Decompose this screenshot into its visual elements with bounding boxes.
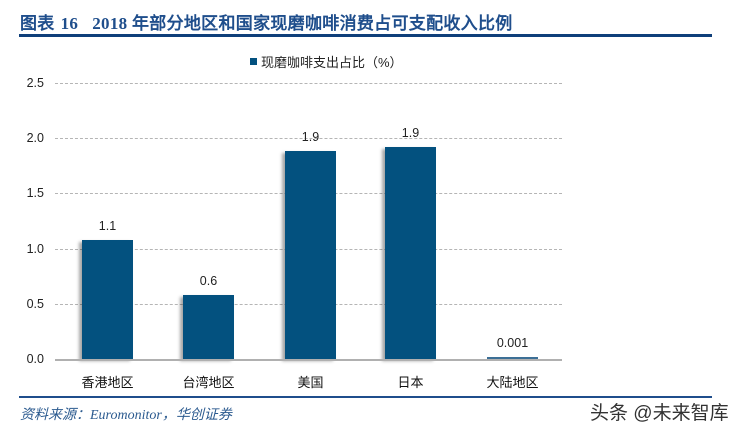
x-axis-line <box>55 359 562 361</box>
title-divider <box>19 34 712 37</box>
bar <box>487 357 538 359</box>
gridline <box>55 138 562 139</box>
x-category-label: 大陆地区 <box>486 375 539 390</box>
x-category-label: 美国 <box>297 375 324 390</box>
bar-value-label: 0.001 <box>496 336 529 350</box>
chart-legend: 现磨咖啡支出占比（%） <box>250 52 403 71</box>
legend-label: 现磨咖啡支出占比（%） <box>261 55 403 70</box>
y-tick-label: 1.0 <box>26 241 44 256</box>
y-tick-label: 2.0 <box>26 131 44 146</box>
x-category-label: 香港地区 <box>81 375 134 390</box>
y-tick-label: 0.0 <box>26 352 44 366</box>
source-note: 资料来源：Euromonitor，华创证券 <box>20 408 232 423</box>
bar-value-label: 0.6 <box>199 273 218 288</box>
x-category-label: 日本 <box>397 375 424 390</box>
bar <box>385 147 436 359</box>
bar <box>82 239 133 359</box>
bar-value-label: 1.1 <box>98 218 117 233</box>
y-tick-label: 1.5 <box>26 186 44 201</box>
bar-value-label: 1.9 <box>401 126 420 141</box>
footer-divider <box>19 396 712 398</box>
bar <box>285 151 336 359</box>
figure-label: 图表 <box>20 14 55 33</box>
y-tick-label: 2.5 <box>26 76 44 90</box>
bar-value-label: 1.9 <box>301 130 320 145</box>
figure-title-text: 2018 年部分地区和国家现磨咖啡消费占可支配收入比例 <box>92 14 513 33</box>
watermark: 头条 @未来智库 <box>590 403 729 424</box>
gridline <box>55 83 562 84</box>
bar <box>183 294 234 359</box>
figure-number: 16 <box>60 14 79 33</box>
x-category-label: 台湾地区 <box>182 375 235 390</box>
y-tick-label: 0.5 <box>26 296 44 311</box>
figure-title: 图表 16 2018 年部分地区和国家现磨咖啡消费占可支配收入比例 <box>20 9 513 34</box>
legend-swatch-icon <box>250 58 257 65</box>
